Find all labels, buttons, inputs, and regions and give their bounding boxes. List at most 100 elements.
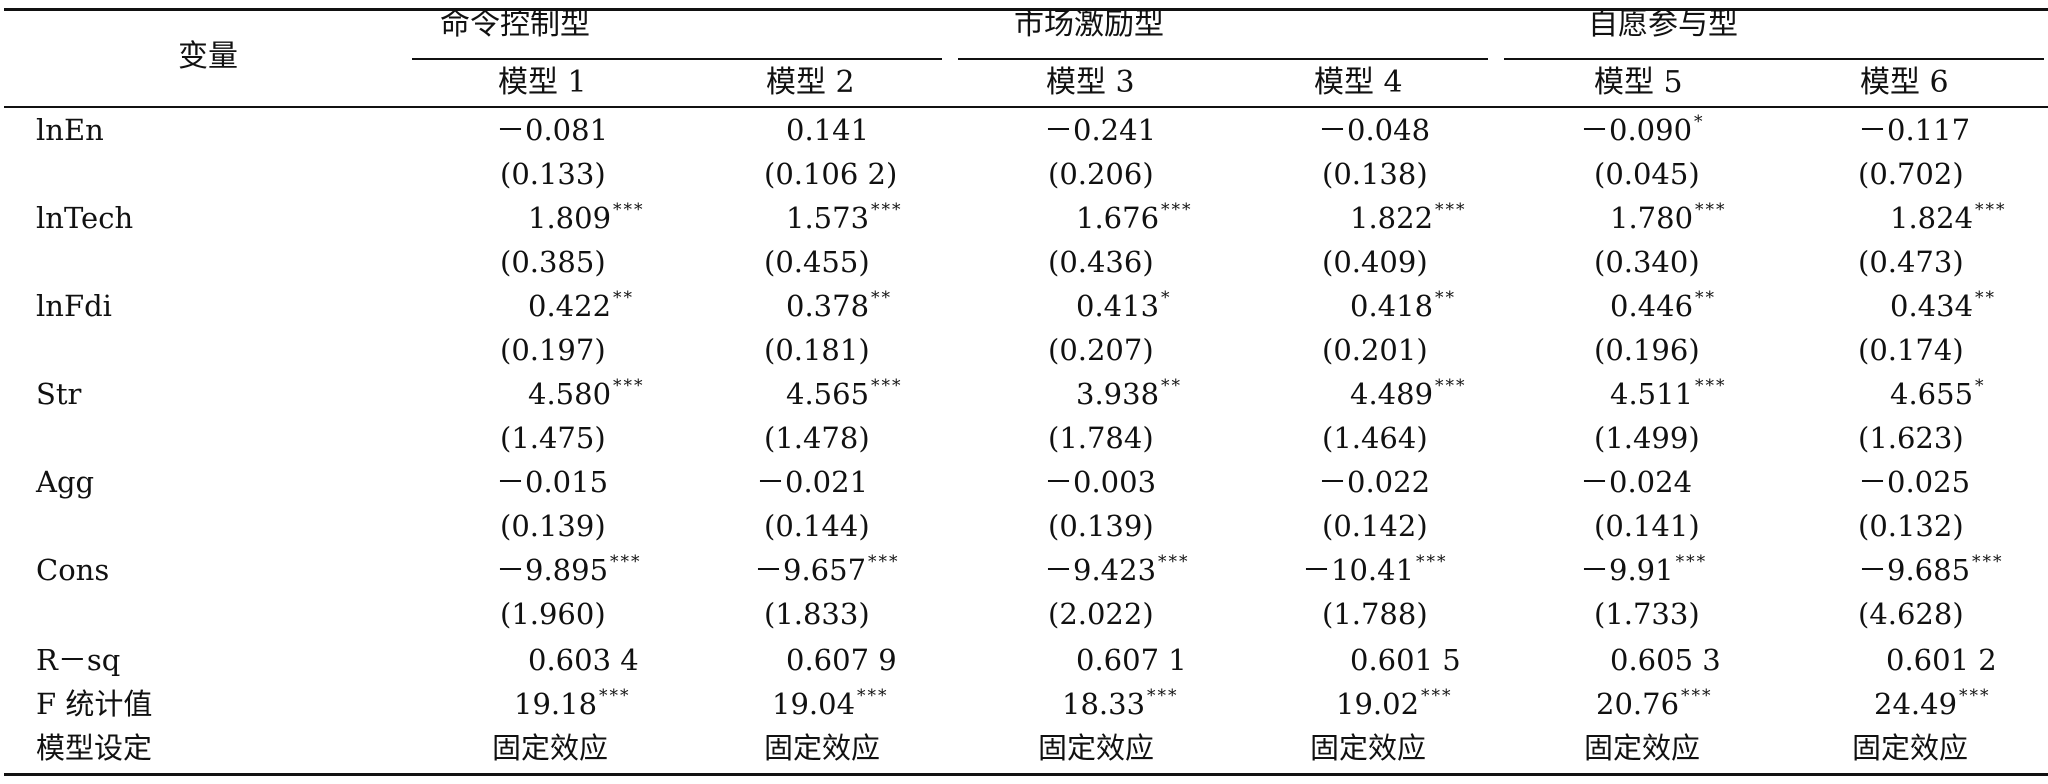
coef-cell: 4.580 *** bbox=[528, 376, 645, 411]
coef-value: －0.003 bbox=[1044, 465, 1157, 499]
rsq-label: R－sq bbox=[36, 643, 121, 677]
coef-value: 1.822 bbox=[1350, 201, 1434, 235]
variable-label: lnTech bbox=[36, 201, 134, 235]
significance-stars: *** bbox=[1695, 200, 1727, 220]
significance-stars: *** bbox=[1147, 686, 1179, 706]
significance-stars: ** bbox=[1695, 288, 1717, 308]
coef-value: 0.446 bbox=[1610, 289, 1694, 323]
significance-stars: *** bbox=[599, 686, 631, 706]
coef-value: －0.081 bbox=[496, 113, 609, 147]
coef-cell: 0.422 ** bbox=[528, 288, 635, 323]
spec-value: 固定效应 bbox=[1584, 731, 1701, 765]
se-cell: (0.181) bbox=[764, 333, 870, 367]
model-header-1: 模型 1 bbox=[498, 65, 587, 100]
coef-cell: 1.676 *** bbox=[1076, 200, 1193, 235]
group-header-2: 市场激励型 bbox=[1014, 7, 1164, 42]
coef-cell: －0.081 bbox=[496, 113, 610, 147]
se-cell: (0.702) bbox=[1858, 157, 1964, 191]
significance-stars: *** bbox=[857, 686, 889, 706]
coef-value: －0.241 bbox=[1044, 113, 1157, 147]
variable-label: lnFdi bbox=[36, 289, 112, 323]
coef-value: 1.824 bbox=[1890, 201, 1974, 235]
coef-cell: 4.565 *** bbox=[786, 376, 903, 411]
group-header-3: 自愿参与型 bbox=[1588, 7, 1738, 42]
se-cell: (0.139) bbox=[1048, 509, 1154, 543]
model-header-4: 模型 4 bbox=[1314, 65, 1403, 100]
se-cell: (0.174) bbox=[1858, 333, 1964, 367]
significance-stars: ** bbox=[1435, 288, 1457, 308]
fstat-value: 24.49 bbox=[1874, 687, 1958, 721]
rsq-value: 0.607 1 bbox=[1076, 643, 1187, 677]
se-cell: (0.340) bbox=[1594, 245, 1700, 279]
coef-cell: －9.685 *** bbox=[1858, 552, 2004, 587]
coef-cell: －0.021 bbox=[756, 465, 870, 499]
coef-cell: 0.141 bbox=[786, 113, 871, 147]
se-cell: (4.628) bbox=[1858, 597, 1964, 631]
se-cell: (0.436) bbox=[1048, 245, 1154, 279]
se-cell: (0.106 2) bbox=[764, 157, 898, 191]
top-rule bbox=[4, 8, 2048, 11]
coef-cell: 0.413 * bbox=[1076, 288, 1172, 323]
coef-value: －9.657 bbox=[754, 553, 867, 587]
significance-stars: *** bbox=[1695, 376, 1727, 396]
group-rule-2 bbox=[958, 58, 1488, 60]
significance-stars: * bbox=[1975, 376, 1986, 396]
se-cell: (0.133) bbox=[500, 157, 606, 191]
significance-stars: ** bbox=[613, 288, 635, 308]
fstat-cell: 19.04 *** bbox=[772, 686, 889, 721]
model-header-6: 模型 6 bbox=[1860, 65, 1949, 100]
model-header-5: 模型 5 bbox=[1594, 65, 1683, 100]
coef-value: －10.41 bbox=[1302, 553, 1415, 587]
se-cell: (1.475) bbox=[500, 421, 606, 455]
significance-stars: * bbox=[1161, 288, 1172, 308]
significance-stars: *** bbox=[1975, 200, 2007, 220]
coef-value: 4.511 bbox=[1610, 377, 1694, 411]
coef-value: 0.413 bbox=[1076, 289, 1160, 323]
significance-stars: *** bbox=[1416, 552, 1448, 572]
coef-value: －0.015 bbox=[496, 465, 609, 499]
coef-value: 4.655 bbox=[1890, 377, 1974, 411]
coef-cell: －9.423 *** bbox=[1044, 552, 1190, 587]
coef-cell: 1.822 *** bbox=[1350, 200, 1467, 235]
coef-value: 1.780 bbox=[1610, 201, 1694, 235]
model-header-3: 模型 3 bbox=[1046, 65, 1135, 100]
coef-cell: －0.048 bbox=[1318, 113, 1432, 147]
fstat-cell: 18.33 *** bbox=[1062, 686, 1179, 721]
coef-value: 0.422 bbox=[528, 289, 612, 323]
coef-value: 1.573 bbox=[786, 201, 870, 235]
bottom-rule bbox=[4, 773, 2048, 776]
significance-stars: *** bbox=[1959, 686, 1991, 706]
rsq-value: 0.601 5 bbox=[1350, 643, 1461, 677]
rsq-value: 0.607 9 bbox=[786, 643, 897, 677]
se-cell: (0.132) bbox=[1858, 509, 1964, 543]
se-cell: (0.201) bbox=[1322, 333, 1428, 367]
se-cell: (1.733) bbox=[1594, 597, 1700, 631]
se-cell: (0.473) bbox=[1858, 245, 1964, 279]
coef-cell: －0.241 bbox=[1044, 113, 1158, 147]
coef-value: 0.418 bbox=[1350, 289, 1434, 323]
group-rule-3 bbox=[1504, 58, 2044, 60]
coef-value: －9.91 bbox=[1580, 553, 1674, 587]
coef-cell: 1.809 *** bbox=[528, 200, 645, 235]
coef-cell: 4.489 *** bbox=[1350, 376, 1467, 411]
rsq-value: 0.603 4 bbox=[528, 643, 639, 677]
variable-label: Str bbox=[36, 377, 82, 411]
significance-stars: *** bbox=[1158, 552, 1190, 572]
fstat-cell: 19.18 *** bbox=[514, 686, 631, 721]
spec-value: 固定效应 bbox=[492, 731, 609, 765]
coef-cell: －10.41 *** bbox=[1302, 552, 1448, 587]
spec-value: 固定效应 bbox=[764, 731, 881, 765]
coef-cell: 4.655 * bbox=[1890, 376, 1986, 411]
significance-stars: *** bbox=[1435, 376, 1467, 396]
coef-value: 4.580 bbox=[528, 377, 612, 411]
se-cell: (1.788) bbox=[1322, 597, 1428, 631]
coef-cell: －9.91 *** bbox=[1580, 552, 1707, 587]
fstat-label: F 统计值 bbox=[36, 687, 153, 721]
coef-value: 4.565 bbox=[786, 377, 870, 411]
significance-stars: * bbox=[1694, 112, 1705, 132]
coef-value: 0.434 bbox=[1890, 289, 1974, 323]
coef-value: 0.141 bbox=[786, 113, 870, 147]
coef-value: 0.378 bbox=[786, 289, 870, 323]
significance-stars: *** bbox=[1972, 552, 2004, 572]
fstat-cell: 20.76 *** bbox=[1596, 686, 1713, 721]
